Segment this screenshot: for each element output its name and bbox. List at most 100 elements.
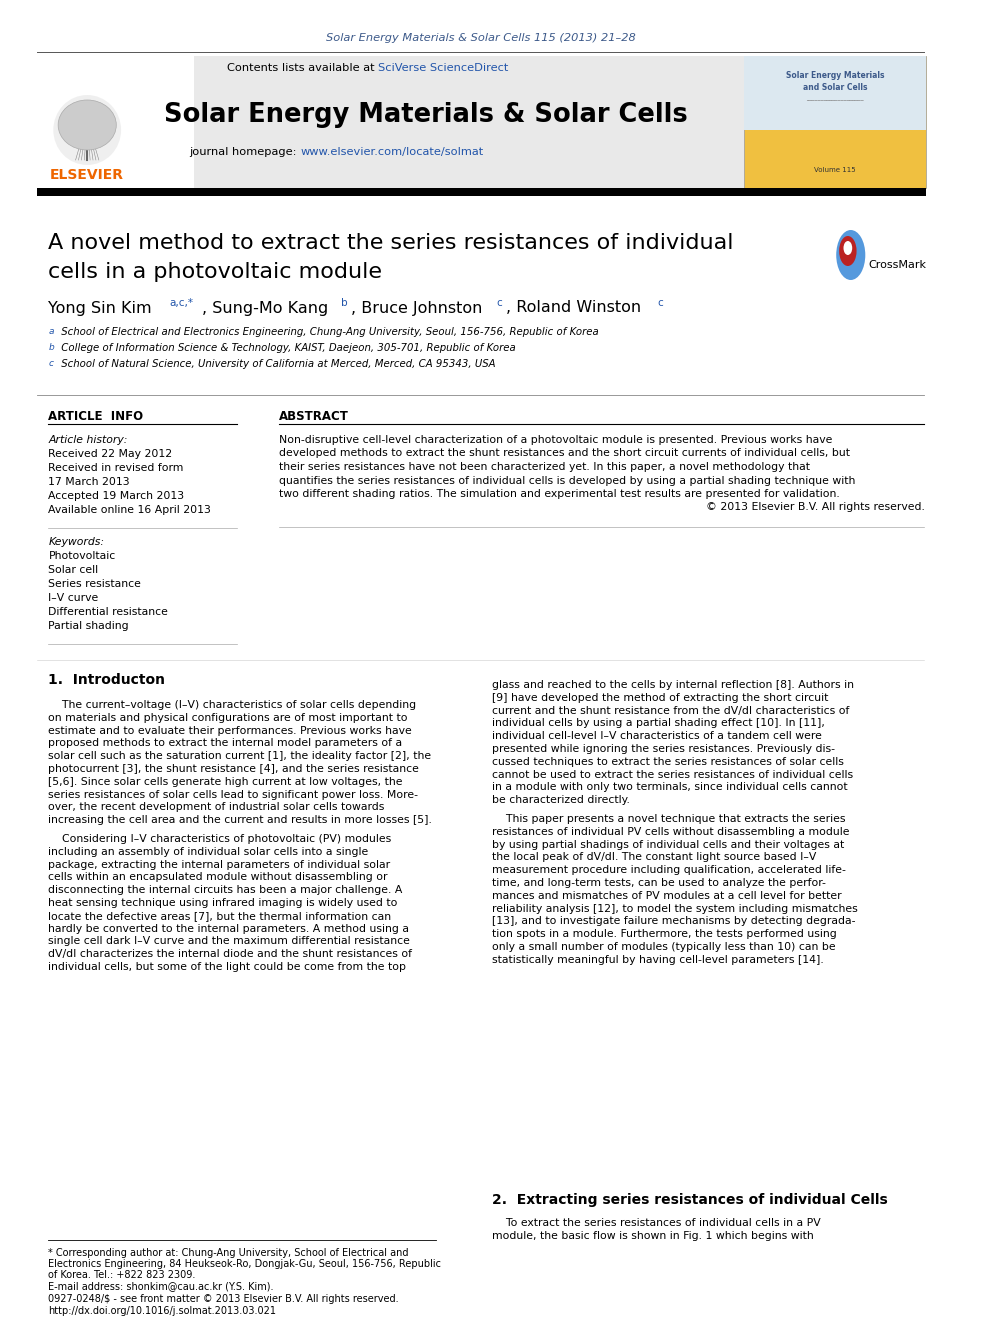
Text: proposed methods to extract the internal model parameters of a: proposed methods to extract the internal… <box>49 738 403 749</box>
Text: Contents lists available at: Contents lists available at <box>226 64 378 73</box>
Text: http://dx.doi.org/10.1016/j.solmat.2013.03.021: http://dx.doi.org/10.1016/j.solmat.2013.… <box>49 1306 277 1316</box>
Ellipse shape <box>839 235 856 266</box>
Text: Solar Energy Materials & Solar Cells 115 (2013) 21–28: Solar Energy Materials & Solar Cells 115… <box>325 33 636 44</box>
Text: single cell dark I–V curve and the maximum differential resistance: single cell dark I–V curve and the maxim… <box>49 937 411 946</box>
Text: statistically meaningful by having cell-level parameters [14].: statistically meaningful by having cell-… <box>492 955 824 964</box>
Text: ARTICLE  INFO: ARTICLE INFO <box>49 410 144 422</box>
Text: individual cell-level I–V characteristics of a tandem cell were: individual cell-level I–V characteristic… <box>492 732 822 741</box>
Text: 17 March 2013: 17 March 2013 <box>49 478 130 487</box>
Text: measurement procedure including qualification, accelerated life-: measurement procedure including qualific… <box>492 865 846 876</box>
Text: journal homepage:: journal homepage: <box>189 147 301 157</box>
Text: only a small number of modules (typically less than 10) can be: only a small number of modules (typicall… <box>492 942 836 953</box>
Text: * Corresponding author at: Chung-Ang University, School of Electrical and: * Corresponding author at: Chung-Ang Uni… <box>49 1248 409 1258</box>
Text: [9] have developed the method of extracting the short circuit: [9] have developed the method of extract… <box>492 693 828 703</box>
Text: c: c <box>49 360 54 369</box>
Ellipse shape <box>836 230 865 280</box>
Text: Solar Energy Materials: Solar Energy Materials <box>786 71 885 81</box>
Text: resistances of individual PV cells without disassembling a module: resistances of individual PV cells witho… <box>492 827 850 837</box>
Text: a: a <box>49 328 54 336</box>
Text: b: b <box>341 298 348 308</box>
Text: the local peak of dV/dI. The constant light source based I–V: the local peak of dV/dI. The constant li… <box>492 852 816 863</box>
Text: series resistances of solar cells lead to significant power loss. More-: series resistances of solar cells lead t… <box>49 790 419 799</box>
Text: individual cells by using a partial shading effect [10]. In [11],: individual cells by using a partial shad… <box>492 718 825 729</box>
Text: Received 22 May 2012: Received 22 May 2012 <box>49 448 173 459</box>
Text: 1.  Introducton: 1. Introducton <box>49 673 166 687</box>
Text: estimate and to evaluate their performances. Previous works have: estimate and to evaluate their performan… <box>49 725 413 736</box>
Bar <box>744 56 927 188</box>
Text: tion spots in a module. Furthermore, the tests performed using: tion spots in a module. Furthermore, the… <box>492 929 837 939</box>
Ellipse shape <box>843 241 852 255</box>
Text: b: b <box>49 344 55 352</box>
Text: Received in revised form: Received in revised form <box>49 463 184 474</box>
Text: package, extracting the internal parameters of individual solar: package, extracting the internal paramet… <box>49 860 391 869</box>
Text: ELSEVIER: ELSEVIER <box>51 168 124 183</box>
Text: Available online 16 April 2013: Available online 16 April 2013 <box>49 505 211 515</box>
Text: locate the defective areas [7], but the thermal information can: locate the defective areas [7], but the … <box>49 910 392 921</box>
Text: [13], and to investigate failure mechanisms by detecting degrada-: [13], and to investigate failure mechani… <box>492 917 856 926</box>
Text: by using partial shadings of individual cells and their voltages at: by using partial shadings of individual … <box>492 840 844 849</box>
Text: over, the recent development of industrial solar cells towards: over, the recent development of industri… <box>49 803 385 812</box>
Text: including an assembly of individual solar cells into a single: including an assembly of individual sola… <box>49 847 369 857</box>
Circle shape <box>54 95 121 165</box>
Ellipse shape <box>59 101 116 149</box>
Text: Electronics Engineering, 84 Heukseok-Ro, Dongjak-Gu, Seoul, 156-756, Republic: Electronics Engineering, 84 Heukseok-Ro,… <box>49 1259 441 1269</box>
Bar <box>37 188 927 196</box>
Text: Solar cell: Solar cell <box>49 565 98 576</box>
Text: Keywords:: Keywords: <box>49 537 104 546</box>
Text: cussed techniques to extract the series resistances of solar cells: cussed techniques to extract the series … <box>492 757 844 767</box>
Text: of Korea. Tel.: +822 823 2309.: of Korea. Tel.: +822 823 2309. <box>49 1270 195 1279</box>
Text: presented while ignoring the series resistances. Previously dis-: presented while ignoring the series resi… <box>492 744 835 754</box>
Text: This paper presents a novel technique that extracts the series: This paper presents a novel technique th… <box>492 814 846 824</box>
Text: ABSTRACT: ABSTRACT <box>279 410 349 422</box>
Text: hardly be converted to the internal parameters. A method using a: hardly be converted to the internal para… <box>49 923 410 934</box>
Text: time, and long-term tests, can be used to analyze the perfor-: time, and long-term tests, can be used t… <box>492 878 826 888</box>
Text: Considering I–V characteristics of photovoltaic (PV) modules: Considering I–V characteristics of photo… <box>49 833 392 844</box>
Text: cells in a photovoltaic module: cells in a photovoltaic module <box>49 262 383 282</box>
Text: current and the shunt resistance from the dV/dI characteristics of: current and the shunt resistance from th… <box>492 705 849 716</box>
Text: SciVerse ScienceDirect: SciVerse ScienceDirect <box>378 64 508 73</box>
Text: Volume 115: Volume 115 <box>814 167 856 173</box>
Text: , Sung-Mo Kang: , Sung-Mo Kang <box>201 300 327 315</box>
Text: solar cell such as the saturation current [1], the ideality factor [2], the: solar cell such as the saturation curren… <box>49 751 432 761</box>
Text: dV/dI characterizes the internal diode and the shunt resistances of: dV/dI characterizes the internal diode a… <box>49 949 413 959</box>
Text: I–V curve: I–V curve <box>49 593 98 603</box>
Text: Yong Sin Kim: Yong Sin Kim <box>49 300 152 315</box>
Text: be characterized directly.: be characterized directly. <box>492 795 630 806</box>
Text: School of Natural Science, University of California at Merced, Merced, CA 95343,: School of Natural Science, University of… <box>59 359 496 369</box>
Text: disconnecting the internal circuits has been a major challenge. A: disconnecting the internal circuits has … <box>49 885 403 896</box>
Text: mances and mismatches of PV modules at a cell level for better: mances and mismatches of PV modules at a… <box>492 890 842 901</box>
Text: developed methods to extract the shunt resistances and the short circuit current: developed methods to extract the shunt r… <box>279 448 850 459</box>
Text: ────────────────────: ──────────────────── <box>806 98 864 102</box>
Text: glass and reached to the cells by internal reflection [8]. Authors in: glass and reached to the cells by intern… <box>492 680 854 691</box>
Text: Solar Energy Materials & Solar Cells: Solar Energy Materials & Solar Cells <box>165 102 688 128</box>
Text: Differential resistance: Differential resistance <box>49 607 169 617</box>
Text: individual cells, but some of the light could be come from the top: individual cells, but some of the light … <box>49 962 407 972</box>
Text: cannot be used to extract the series resistances of individual cells: cannot be used to extract the series res… <box>492 770 853 779</box>
Text: Article history:: Article history: <box>49 435 128 445</box>
Bar <box>37 56 193 188</box>
Text: photocurrent [3], the shunt resistance [4], and the series resistance: photocurrent [3], the shunt resistance [… <box>49 763 420 774</box>
Text: [5,6]. Since solar cells generate high current at low voltages, the: [5,6]. Since solar cells generate high c… <box>49 777 403 787</box>
Text: 0927-0248/$ - see front matter © 2013 Elsevier B.V. All rights reserved.: 0927-0248/$ - see front matter © 2013 El… <box>49 1294 399 1304</box>
Text: heat sensing technique using infrared imaging is widely used to: heat sensing technique using infrared im… <box>49 898 398 908</box>
Text: Photovoltaic: Photovoltaic <box>49 550 116 561</box>
Text: The current–voltage (I–V) characteristics of solar cells depending: The current–voltage (I–V) characteristic… <box>49 700 417 710</box>
Text: www.elsevier.com/locate/solmat: www.elsevier.com/locate/solmat <box>301 147 484 157</box>
Text: quantifies the series resistances of individual cells is developed by using a pa: quantifies the series resistances of ind… <box>279 475 855 486</box>
Text: To extract the series resistances of individual cells in a PV: To extract the series resistances of ind… <box>492 1218 821 1228</box>
Text: module, the basic flow is shown in Fig. 1 which begins with: module, the basic flow is shown in Fig. … <box>492 1230 814 1241</box>
Text: Series resistance: Series resistance <box>49 579 141 589</box>
Text: School of Electrical and Electronics Engineering, Chung-Ang University, Seoul, 1: School of Electrical and Electronics Eng… <box>59 327 599 337</box>
Text: c: c <box>657 298 663 308</box>
Text: increasing the cell area and the current and results in more losses [5].: increasing the cell area and the current… <box>49 815 433 826</box>
Text: c: c <box>496 298 502 308</box>
Text: and Solar Cells: and Solar Cells <box>803 82 868 91</box>
Text: two different shading ratios. The simulation and experimental test results are p: two different shading ratios. The simula… <box>279 490 840 499</box>
Text: 2.  Extracting series resistances of individual Cells: 2. Extracting series resistances of indi… <box>492 1193 888 1207</box>
Text: cells within an encapsulated module without disassembling or: cells within an encapsulated module with… <box>49 872 388 882</box>
Text: CrossMark: CrossMark <box>868 261 927 270</box>
Text: Accepted 19 March 2013: Accepted 19 March 2013 <box>49 491 185 501</box>
Text: © 2013 Elsevier B.V. All rights reserved.: © 2013 Elsevier B.V. All rights reserved… <box>705 503 925 512</box>
Bar <box>37 56 927 188</box>
Bar <box>744 56 927 130</box>
